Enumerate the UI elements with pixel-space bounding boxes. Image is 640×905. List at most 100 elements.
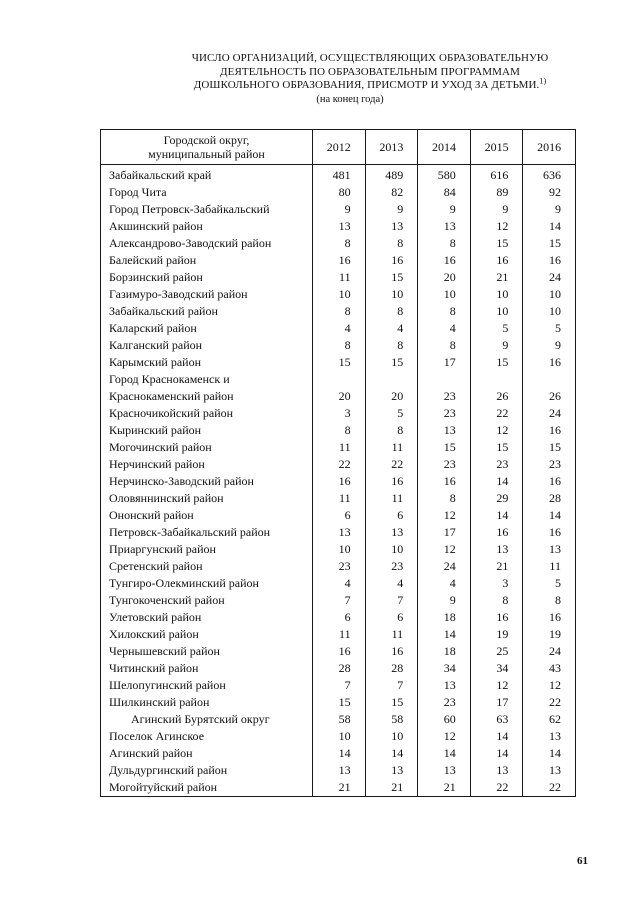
row-value: 13 [417, 421, 471, 439]
footnote-marker: 1) [539, 76, 547, 86]
row-value: 489 [364, 164, 419, 184]
row-value: 8 [417, 489, 471, 507]
row-value: 13 [417, 676, 471, 694]
row-value: 12 [522, 676, 576, 694]
row-value: 13 [364, 523, 419, 541]
row-label: Шилкинский район [100, 693, 313, 711]
row-label: Забайкальский край [100, 164, 313, 184]
table-row: Приаргунский район 10 10 12 13 13 [100, 540, 576, 558]
row-value: 7 [312, 591, 366, 609]
row-value: 28 [312, 659, 366, 677]
table-row: Город Петровск-Забайкальский 9 9 9 9 9 [100, 200, 576, 218]
row-value: 84 [417, 183, 471, 201]
row-value: 11 [312, 438, 366, 456]
row-value: 17 [469, 693, 524, 711]
column-header-year: 2015 [469, 128, 524, 165]
row-label: Тунгокоченский район [100, 591, 313, 609]
row-value: 580 [417, 164, 471, 184]
row-value: 14 [522, 744, 576, 762]
row-value: 481 [312, 164, 366, 184]
row-value: 14 [469, 472, 524, 490]
row-label: Нерчинско-Заводский район [100, 472, 313, 490]
row-value: 16 [364, 642, 419, 660]
row-value: 28 [364, 659, 419, 677]
table-row: Шелопугинский район 7 7 13 12 12 [100, 676, 576, 694]
table-row: Калганский район 8 8 8 9 9 [100, 336, 576, 354]
row-label: Могочинский район [100, 438, 313, 456]
row-value: 80 [312, 183, 366, 201]
row-value: 12 [417, 727, 471, 745]
row-value: 9 [417, 591, 471, 609]
row-value: 20 [417, 268, 471, 286]
table-row: Ононский район 6 6 12 14 14 [100, 506, 576, 524]
row-value: 13 [522, 727, 576, 745]
row-value: 21 [469, 268, 524, 286]
table-row: Читинский район 28 28 34 34 43 [100, 659, 576, 677]
row-value: 13 [312, 761, 366, 779]
row-value: 11 [522, 557, 576, 575]
row-value: 6 [312, 608, 366, 626]
row-value: 15 [522, 438, 576, 456]
row-value: 23 [417, 404, 471, 422]
row-label: Сретенский район [100, 557, 313, 575]
table-row: Могочинский район 11 11 15 15 15 [100, 438, 576, 456]
row-label: Улетовский район [100, 608, 313, 626]
table-row: Хилокский район 11 11 14 19 19 [100, 625, 576, 643]
row-label: Город Чита [100, 183, 313, 201]
table-row: Агинский Бурятский округ 58 58 60 63 62 [100, 710, 576, 728]
table-row: Улетовский район 6 6 18 16 16 [100, 608, 576, 626]
row-value: 13 [522, 761, 576, 779]
row-label: Каларский район [100, 319, 313, 337]
row-value: 16 [364, 251, 419, 269]
table-row: Борзинский район 11 15 20 21 24 [100, 268, 576, 286]
row-value: 89 [469, 183, 524, 201]
row-value: 16 [312, 642, 366, 660]
row-value: 9 [417, 200, 471, 218]
row-value [364, 370, 419, 388]
row-value: 21 [312, 778, 366, 797]
row-value: 636 [522, 164, 576, 184]
row-value: 4 [417, 574, 471, 592]
row-value: 4 [417, 319, 471, 337]
row-value: 14 [364, 744, 419, 762]
table-row: Кыринский район 8 8 13 12 16 [100, 421, 576, 439]
row-value: 82 [364, 183, 419, 201]
row-value [312, 370, 366, 388]
table-header: Городской округ, муниципальный район 201… [100, 128, 576, 165]
row-value: 16 [312, 251, 366, 269]
row-value: 7 [312, 676, 366, 694]
row-value: 15 [469, 353, 524, 371]
row-value: 13 [312, 217, 366, 235]
column-header-year: 2013 [364, 128, 419, 165]
row-value: 43 [522, 659, 576, 677]
row-label: Город Петровск-Забайкальский [100, 200, 313, 218]
row-value: 15 [417, 438, 471, 456]
row-value: 20 [312, 387, 366, 405]
row-value: 58 [312, 710, 366, 728]
table-row: Александрово-Заводский район 8 8 8 15 15 [100, 234, 576, 252]
row-value: 9 [312, 200, 366, 218]
row-label: Акшинский район [100, 217, 313, 235]
table-row: Забайкальский район 8 8 8 10 10 [100, 302, 576, 320]
table-row: Акшинский район 13 13 13 12 14 [100, 217, 576, 235]
row-value: 25 [469, 642, 524, 660]
row-value: 5 [522, 574, 576, 592]
row-value: 60 [417, 710, 471, 728]
table-row: Город Чита 80 82 84 89 92 [100, 183, 576, 201]
row-label: Петровск-Забайкальский район [100, 523, 313, 541]
table-row: Краснокаменский район 20 20 23 26 26 [100, 387, 576, 405]
row-value: 21 [469, 557, 524, 575]
row-label: Кыринский район [100, 421, 313, 439]
row-label: Поселок Агинское [100, 727, 313, 745]
column-header-year: 2016 [522, 128, 576, 165]
row-value: 16 [417, 251, 471, 269]
row-value: 23 [417, 455, 471, 473]
row-value: 16 [469, 608, 524, 626]
row-value: 9 [469, 336, 524, 354]
row-value: 5 [469, 319, 524, 337]
row-label: Забайкальский район [100, 302, 313, 320]
row-value: 16 [417, 472, 471, 490]
row-value: 17 [417, 353, 471, 371]
row-value: 11 [312, 625, 366, 643]
column-header-year: 2014 [417, 128, 471, 165]
